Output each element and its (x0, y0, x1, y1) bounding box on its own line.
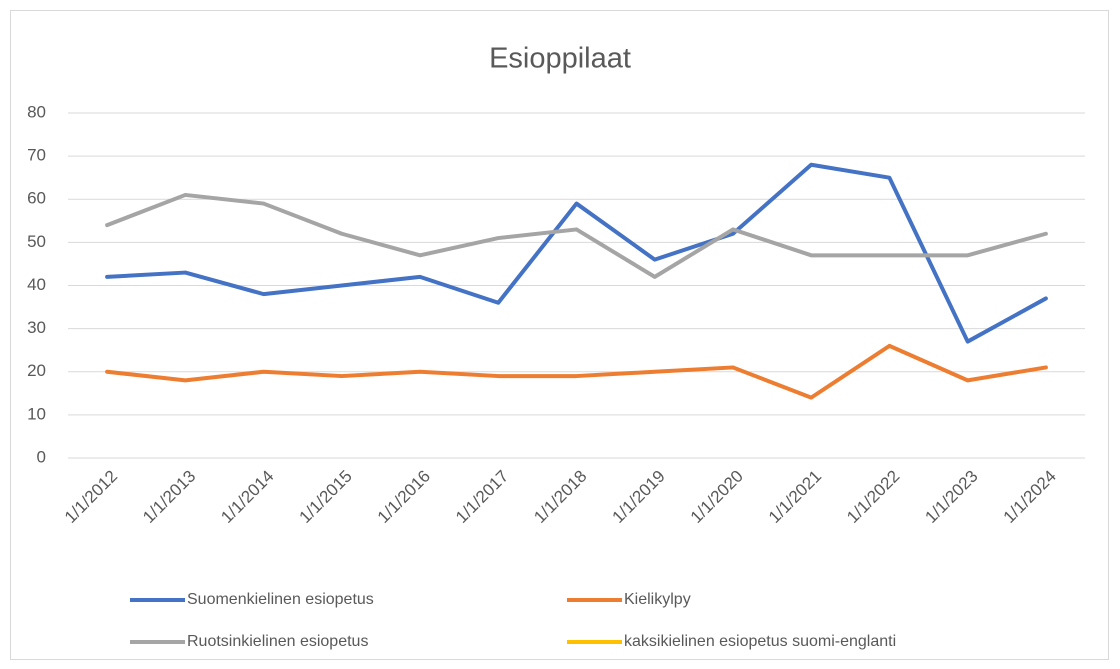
legend-label: kaksikielinen esiopetus suomi-englanti (624, 633, 896, 650)
y-tick-label: 10 (27, 404, 46, 423)
chart-title: Esioppilaat (489, 43, 631, 75)
y-tick-label: 20 (27, 361, 46, 380)
chart-border (10, 10, 1109, 660)
y-tick-label: 0 (37, 447, 46, 466)
legend-label: Kielikylpy (624, 591, 691, 608)
y-tick-label: 70 (27, 146, 46, 165)
series-line (105, 192, 1048, 279)
series-line (105, 162, 1048, 344)
y-tick-label: 60 (27, 189, 46, 208)
series-line (105, 343, 1048, 400)
y-tick-label: 30 (27, 318, 46, 337)
legend-label: Suomenkielinen esiopetus (187, 591, 374, 608)
y-tick-label: 80 (27, 102, 46, 121)
y-tick-label: 40 (27, 275, 46, 294)
y-tick-label: 50 (27, 232, 46, 251)
legend-label: Ruotsinkielinen esiopetus (187, 633, 368, 650)
